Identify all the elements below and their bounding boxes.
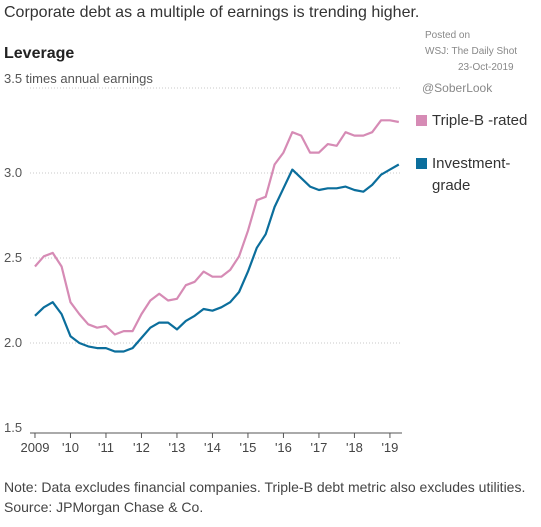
x-tick-label: '16 xyxy=(275,440,292,455)
y-tick-label: 3.5 times annual earnings xyxy=(4,71,153,86)
legend-label: Investment-grade xyxy=(432,155,511,194)
x-tick-label: '19 xyxy=(381,440,398,455)
x-tick-label: '14 xyxy=(204,440,221,455)
legend-item: Investment-grade xyxy=(416,153,524,197)
annotation: Posted on xyxy=(425,30,470,41)
x-tick-label: '12 xyxy=(133,440,150,455)
x-tick-label: '11 xyxy=(98,440,114,455)
note: Note: Data excludes financial companies.… xyxy=(4,479,525,495)
legend-swatch xyxy=(416,158,427,169)
x-tick-label: '15 xyxy=(239,440,256,455)
source: Source: JPMorgan Chase & Co. xyxy=(4,499,203,515)
x-tick-label: '13 xyxy=(168,440,185,455)
chart-title: Corporate debt as a multiple of earnings… xyxy=(4,4,419,21)
x-tick-label: 2009 xyxy=(21,440,50,455)
legend-item: Triple-B -rated xyxy=(416,110,532,132)
y-tick-label: 3.0 xyxy=(4,165,22,180)
y-tick-label: 2.0 xyxy=(4,335,22,350)
annotation: @SoberLook xyxy=(422,81,493,95)
line-series xyxy=(34,163,400,353)
annotation: WSJ: The Daily Shot xyxy=(425,46,517,57)
chart-subtitle: Leverage xyxy=(4,45,74,62)
x-tick-label: '18 xyxy=(346,440,363,455)
y-tick-label: 2.5 xyxy=(4,250,22,265)
legend-swatch xyxy=(416,115,427,126)
legend-label: Triple-B -rated xyxy=(432,112,528,129)
line-series xyxy=(34,119,400,336)
x-tick-label: '10 xyxy=(62,440,79,455)
x-tick-label: '17 xyxy=(310,440,327,455)
y-tick-label: 1.5 xyxy=(4,420,22,435)
annotation: 23-Oct-2019 xyxy=(458,62,514,73)
